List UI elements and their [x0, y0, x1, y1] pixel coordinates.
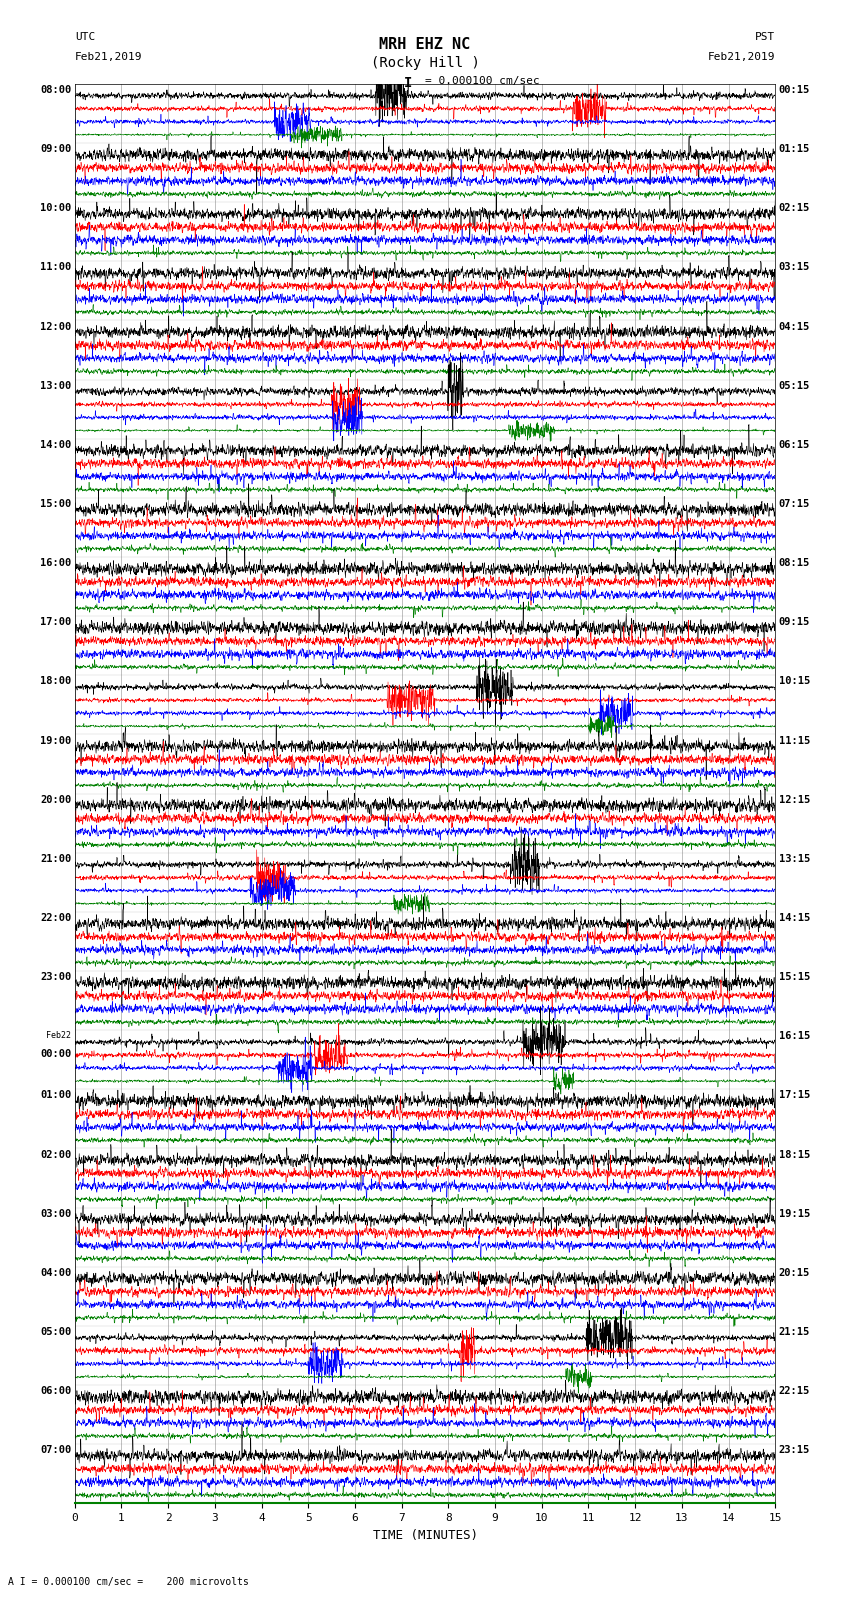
Text: 17:15: 17:15: [779, 1090, 810, 1100]
Text: (Rocky Hill ): (Rocky Hill ): [371, 56, 479, 71]
Text: 04:00: 04:00: [40, 1268, 71, 1277]
Text: 22:00: 22:00: [40, 913, 71, 923]
Text: 19:00: 19:00: [40, 736, 71, 745]
Text: 16:15: 16:15: [779, 1031, 810, 1042]
Text: 11:15: 11:15: [779, 736, 810, 745]
Text: 20:15: 20:15: [779, 1268, 810, 1277]
Text: PST: PST: [755, 32, 775, 42]
Text: 10:00: 10:00: [40, 203, 71, 213]
Text: 08:00: 08:00: [40, 85, 71, 95]
Text: 11:00: 11:00: [40, 263, 71, 273]
Text: 04:15: 04:15: [779, 321, 810, 332]
Text: A I = 0.000100 cm/sec =    200 microvolts: A I = 0.000100 cm/sec = 200 microvolts: [8, 1578, 249, 1587]
Text: 09:00: 09:00: [40, 144, 71, 155]
Text: 16:00: 16:00: [40, 558, 71, 568]
Text: 10:15: 10:15: [779, 676, 810, 687]
Text: 12:00: 12:00: [40, 321, 71, 332]
Text: 18:00: 18:00: [40, 676, 71, 687]
Text: UTC: UTC: [75, 32, 95, 42]
Text: 17:00: 17:00: [40, 618, 71, 627]
X-axis label: TIME (MINUTES): TIME (MINUTES): [372, 1529, 478, 1542]
Text: Feb21,2019: Feb21,2019: [75, 52, 142, 61]
Text: 14:00: 14:00: [40, 440, 71, 450]
Text: 06:00: 06:00: [40, 1386, 71, 1397]
Text: 13:15: 13:15: [779, 853, 810, 865]
Text: 05:15: 05:15: [779, 381, 810, 390]
Text: 12:15: 12:15: [779, 795, 810, 805]
Text: 07:15: 07:15: [779, 498, 810, 510]
Text: = 0.000100 cm/sec: = 0.000100 cm/sec: [425, 76, 540, 85]
Text: 15:15: 15:15: [779, 973, 810, 982]
Text: 00:15: 00:15: [779, 85, 810, 95]
Text: 23:15: 23:15: [779, 1445, 810, 1455]
Text: 02:15: 02:15: [779, 203, 810, 213]
Text: 15:00: 15:00: [40, 498, 71, 510]
Text: 05:00: 05:00: [40, 1327, 71, 1337]
Text: 21:00: 21:00: [40, 853, 71, 865]
Text: 23:00: 23:00: [40, 973, 71, 982]
Text: 01:15: 01:15: [779, 144, 810, 155]
Text: 21:15: 21:15: [779, 1327, 810, 1337]
Text: 13:00: 13:00: [40, 381, 71, 390]
Text: 14:15: 14:15: [779, 913, 810, 923]
Text: 20:00: 20:00: [40, 795, 71, 805]
Text: I: I: [404, 76, 412, 90]
Text: 07:00: 07:00: [40, 1445, 71, 1455]
Text: 06:15: 06:15: [779, 440, 810, 450]
Text: 03:15: 03:15: [779, 263, 810, 273]
Text: 01:00: 01:00: [40, 1090, 71, 1100]
Text: Feb21,2019: Feb21,2019: [708, 52, 775, 61]
Text: 08:15: 08:15: [779, 558, 810, 568]
Text: Feb22: Feb22: [46, 1031, 71, 1040]
Text: 19:15: 19:15: [779, 1208, 810, 1219]
Text: 09:15: 09:15: [779, 618, 810, 627]
Text: 22:15: 22:15: [779, 1386, 810, 1397]
Text: 02:00: 02:00: [40, 1150, 71, 1160]
Text: 00:00: 00:00: [40, 1048, 71, 1060]
Text: 03:00: 03:00: [40, 1208, 71, 1219]
Text: 18:15: 18:15: [779, 1150, 810, 1160]
Text: MRH EHZ NC: MRH EHZ NC: [379, 37, 471, 52]
